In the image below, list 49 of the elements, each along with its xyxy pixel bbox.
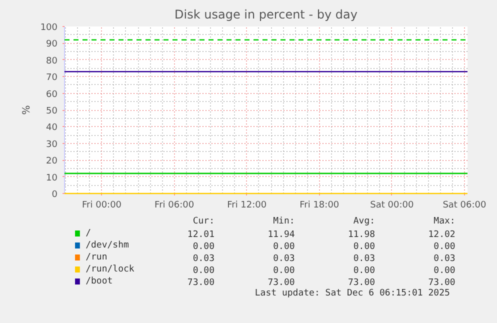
text: 73.00 bbox=[268, 278, 295, 288]
text: 0.00 bbox=[273, 266, 295, 276]
text: 0.03 bbox=[353, 254, 376, 264]
text: 73.00 bbox=[428, 278, 456, 288]
y-tick-label: 70 bbox=[46, 73, 58, 84]
text: Max: bbox=[434, 216, 456, 226]
text: 12.01 bbox=[187, 230, 215, 240]
y-tick-label: 90 bbox=[46, 40, 58, 50]
text: 0.00 bbox=[353, 242, 376, 252]
y-tick-label: 40 bbox=[46, 123, 58, 134]
y-tick-label: 60 bbox=[46, 90, 58, 100]
text: 0.03 bbox=[434, 254, 456, 264]
text: Avg: bbox=[353, 216, 376, 226]
y-tick-label: 50 bbox=[46, 106, 58, 116]
text: 11.98 bbox=[348, 230, 376, 240]
text: 0.00 bbox=[434, 242, 456, 252]
text: Last update: Sat Dec 6 06:15:01 2025 bbox=[254, 288, 450, 298]
y-tick-label: 10 bbox=[46, 173, 58, 184]
text: 0.03 bbox=[273, 254, 295, 264]
x-tick-label: Sat 00:00 bbox=[370, 200, 414, 210]
x-tick-label: Sat 06:00 bbox=[442, 200, 487, 210]
legend-label: / bbox=[86, 228, 92, 238]
text: 0.00 bbox=[273, 242, 295, 252]
legend-label: /run bbox=[86, 252, 108, 262]
y-tick-label: 100 bbox=[40, 23, 58, 33]
legend-label: /run/lock bbox=[86, 264, 135, 274]
text: Cur: bbox=[192, 216, 215, 226]
x-tick-label: Fri 12:00 bbox=[227, 200, 267, 210]
y-tick-label: 0 bbox=[52, 190, 58, 200]
text: 73.00 bbox=[187, 278, 215, 288]
text: 12.02 bbox=[428, 230, 456, 240]
text: 11.94 bbox=[268, 230, 295, 240]
y-axis-title: % bbox=[21, 105, 32, 115]
text: 0.00 bbox=[192, 266, 215, 276]
text: 0.00 bbox=[434, 266, 456, 276]
x-tick-label: Fri 00:00 bbox=[82, 200, 122, 210]
text: 0.00 bbox=[353, 266, 376, 276]
x-tick-label: Fri 18:00 bbox=[300, 200, 340, 210]
x-tick-label: Fri 06:00 bbox=[154, 200, 194, 210]
legend-label: /dev/shm bbox=[86, 240, 129, 250]
y-tick-label: 80 bbox=[46, 56, 58, 66]
text: 0.03 bbox=[192, 254, 215, 264]
y-tick-label: 30 bbox=[46, 140, 58, 150]
text: 0.00 bbox=[192, 242, 215, 252]
text: Min: bbox=[273, 216, 295, 226]
text: 73.00 bbox=[348, 278, 376, 288]
legend-label: /boot bbox=[86, 276, 113, 286]
y-tick-label: 20 bbox=[46, 156, 58, 167]
chart-title: Disk usage in percent - by day bbox=[174, 8, 358, 22]
